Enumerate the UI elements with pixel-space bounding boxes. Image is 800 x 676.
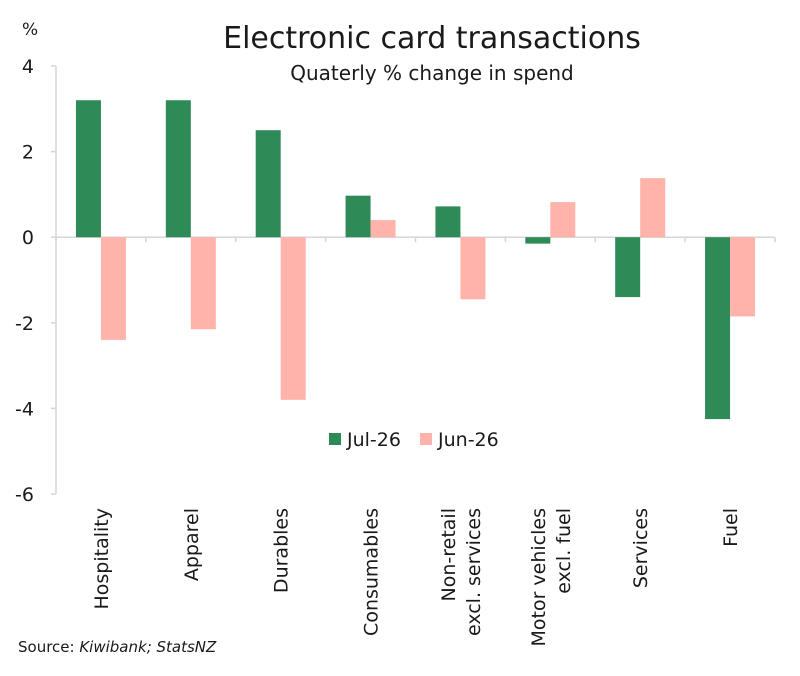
- category-label: Motor vehicles excl. fuel: [528, 508, 575, 647]
- y-tick-label: -4: [15, 398, 34, 420]
- bar-jun-26: [100, 237, 126, 340]
- category-label-line: Non-retail: [438, 508, 460, 601]
- bar-jul-26: [165, 100, 191, 238]
- y-axis-unit: %: [22, 20, 38, 40]
- source-prefix: Source:: [18, 638, 80, 656]
- chart-title: Electronic card transactions: [223, 21, 641, 56]
- bar-jun-26: [370, 220, 396, 238]
- category-label-line: excl. services: [463, 508, 485, 636]
- category-label-line: Consumables: [361, 508, 383, 636]
- bar-jun-26: [280, 237, 306, 400]
- y-tick-label: -2: [15, 313, 34, 335]
- legend-swatch-jul-26: [329, 433, 341, 445]
- bar-jul-26: [525, 237, 551, 244]
- y-tick-label: 2: [22, 142, 34, 164]
- bar-jun-26: [730, 237, 756, 317]
- y-tick-label: 0: [22, 227, 34, 249]
- bar-jun-26: [460, 237, 486, 300]
- category-labels: Hospitality Apparel Durables Consumables Non…: [91, 508, 742, 647]
- source-note: Source: Kiwibank; StatsNZ: [18, 638, 216, 656]
- source-text: Kiwibank; StatsNZ: [79, 638, 217, 656]
- category-label: Hospitality: [91, 508, 113, 610]
- category-label-line: Fuel: [720, 508, 742, 547]
- category-label-line: Services: [630, 508, 652, 588]
- category-label: Consumables: [361, 508, 383, 636]
- legend-label: Jul-26: [346, 429, 401, 451]
- category-label: Apparel: [181, 508, 203, 581]
- category-label-line: Hospitality: [91, 508, 113, 610]
- legend-swatch-jun-26: [420, 433, 432, 445]
- category-label-line: Apparel: [181, 508, 203, 581]
- bar-jun-26: [550, 202, 576, 238]
- y-tick-label: 4: [22, 56, 34, 78]
- bar-jul-26: [705, 237, 731, 420]
- bars: [75, 100, 756, 420]
- category-label: Durables: [271, 508, 293, 593]
- bar-jul-26: [615, 237, 641, 298]
- bar-jun-26: [190, 237, 216, 330]
- y-tick-label: -6: [15, 484, 34, 506]
- chart-subtitle: Quaterly % change in spend: [290, 61, 574, 85]
- bar-jul-26: [435, 206, 461, 238]
- category-label-line: Motor vehicles: [528, 508, 550, 647]
- bar-jul-26: [255, 130, 281, 238]
- category-label: Fuel: [720, 508, 742, 547]
- category-label-line: Durables: [271, 508, 293, 593]
- bar-jun-26: [640, 178, 666, 238]
- y-ticks: 4 2 0 -2 -4 -6: [15, 56, 34, 506]
- legend-label: Jun-26: [437, 429, 499, 451]
- category-label: Services: [630, 508, 652, 588]
- axes: [51, 65, 776, 495]
- bar-jul-26: [75, 100, 101, 238]
- category-label-line: excl. fuel: [553, 508, 575, 594]
- legend: Jul-26 Jun-26: [329, 429, 499, 451]
- category-label: Non-retail excl. services: [438, 508, 485, 636]
- bar-jul-26: [345, 195, 371, 238]
